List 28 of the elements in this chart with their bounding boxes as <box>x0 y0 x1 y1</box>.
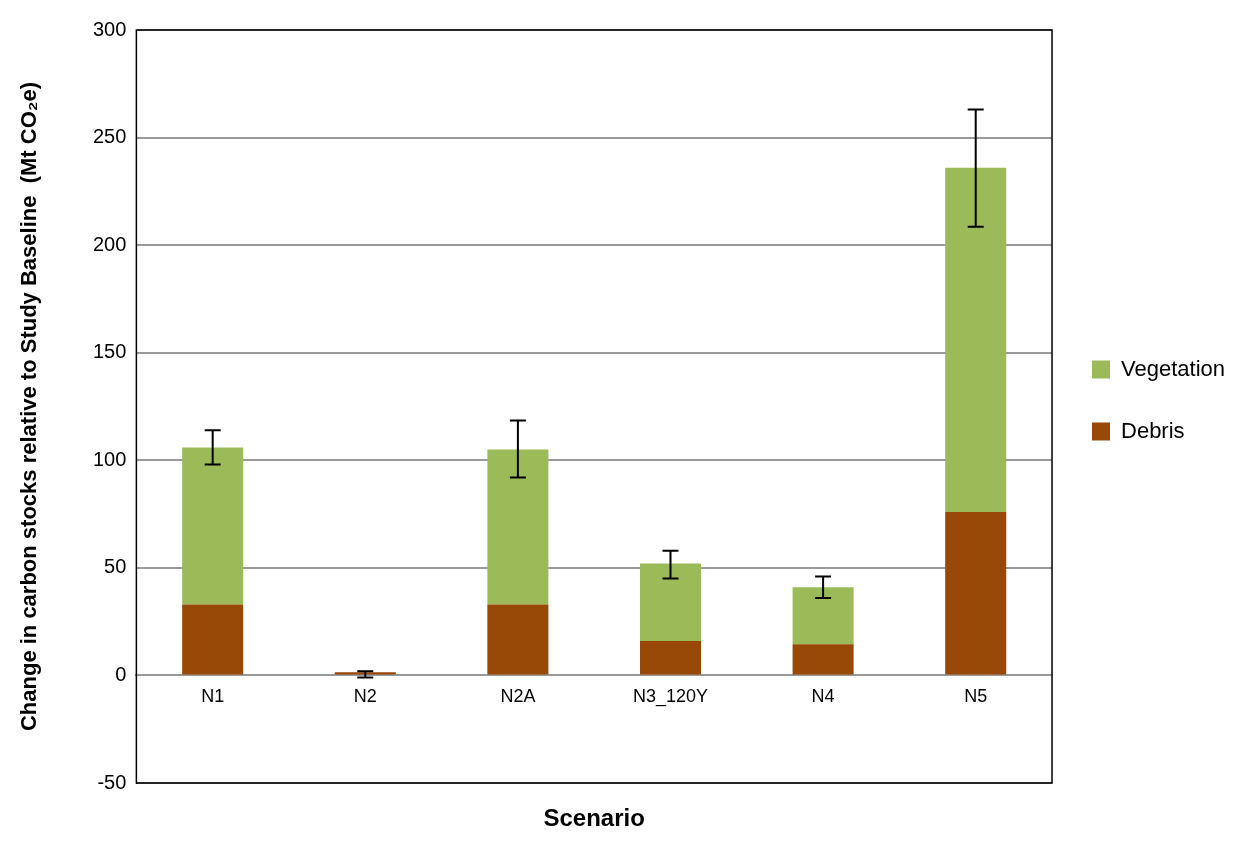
y-tick-label: 200 <box>92 232 127 255</box>
x-axis-title: Scenario <box>543 803 645 831</box>
bar <box>792 587 854 645</box>
bar <box>792 644 854 675</box>
bar <box>639 563 702 642</box>
y-tick-label: 100 <box>92 447 127 470</box>
y-tick-label: 250 <box>92 125 127 148</box>
bar <box>487 604 549 675</box>
x-tick-label: N2 <box>353 686 377 707</box>
y-tick-label: 0 <box>115 662 127 685</box>
legend-label: Vegetation <box>1121 355 1225 381</box>
bar <box>639 641 702 675</box>
x-tick-label: N1 <box>201 686 225 707</box>
y-tick-label: 50 <box>104 555 127 578</box>
bar <box>182 604 244 675</box>
x-tick-label: N5 <box>964 686 988 707</box>
x-tick-label: N4 <box>811 686 835 707</box>
bar <box>487 449 549 605</box>
y-tick-label: 300 <box>92 17 127 40</box>
bar <box>945 511 1007 675</box>
y-tick-label: -50 <box>97 770 127 793</box>
bar <box>945 167 1007 512</box>
y-tick-label: 150 <box>92 340 127 363</box>
y-axis-title: Change in carbon stocks relative to Study Baseline (Mt CO₂e) <box>16 81 42 732</box>
x-tick-label: N3_120Y <box>632 686 709 708</box>
legend-label: Debris <box>1121 417 1185 443</box>
x-tick-label: N2A <box>500 686 536 707</box>
bar <box>182 447 244 605</box>
